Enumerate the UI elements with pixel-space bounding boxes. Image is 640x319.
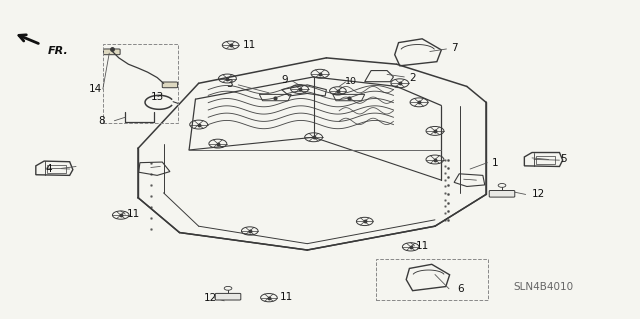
- Text: 7: 7: [451, 43, 458, 53]
- Text: 5: 5: [561, 154, 567, 165]
- FancyBboxPatch shape: [489, 190, 515, 197]
- Text: 13: 13: [150, 92, 164, 102]
- Bar: [47, 165, 67, 173]
- Text: 14: 14: [88, 84, 102, 94]
- Text: 8: 8: [99, 116, 105, 126]
- Text: 11: 11: [127, 209, 140, 219]
- Text: 11: 11: [415, 241, 429, 251]
- Text: 12: 12: [204, 293, 217, 303]
- Bar: [536, 156, 555, 164]
- Text: 1: 1: [492, 158, 499, 168]
- Text: 9: 9: [281, 75, 287, 85]
- Text: 4: 4: [45, 164, 52, 174]
- Text: FR.: FR.: [47, 46, 68, 56]
- Text: 2: 2: [410, 72, 416, 83]
- Text: SLN4B4010: SLN4B4010: [513, 282, 573, 292]
- Text: 3: 3: [226, 79, 232, 89]
- FancyBboxPatch shape: [163, 82, 177, 88]
- Text: 10: 10: [345, 77, 356, 86]
- Text: 11: 11: [280, 292, 293, 302]
- Text: 6: 6: [457, 284, 464, 294]
- FancyBboxPatch shape: [215, 293, 241, 300]
- Text: 12: 12: [532, 189, 545, 199]
- Text: 11: 11: [243, 40, 257, 49]
- FancyBboxPatch shape: [104, 49, 120, 55]
